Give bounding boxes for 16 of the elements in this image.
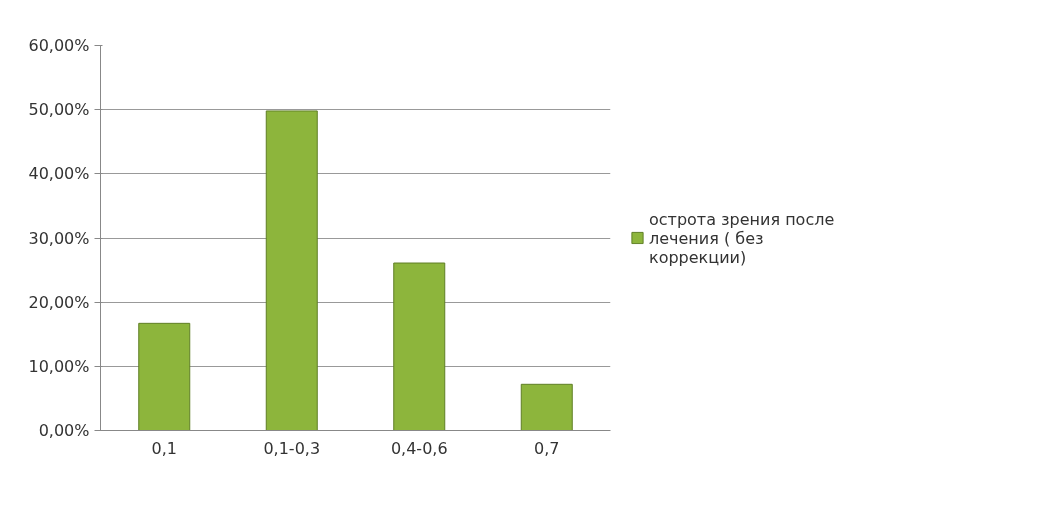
y-tick-label: 0,00%	[38, 421, 90, 440]
x-tick-label: 0,1	[151, 438, 177, 458]
x-tick-label: 0,1-0,3	[263, 438, 321, 458]
y-tick-label: 40,00%	[28, 164, 90, 184]
y-tick-label: 10,00%	[28, 356, 90, 376]
bar	[393, 262, 446, 431]
bar	[265, 110, 318, 431]
legend-label: острота зрения после лечения ( без коррекции)	[649, 209, 835, 266]
x-tick-label: 0,4-0,6	[390, 438, 448, 458]
y-tick-label: 30,00%	[28, 228, 90, 248]
x-tick-label: 0,7	[534, 438, 560, 458]
y-tick-label: 60,00%	[28, 36, 90, 55]
y-tick-label: 20,00%	[28, 292, 90, 312]
bar	[520, 383, 573, 431]
y-tick-label: 50,00%	[28, 100, 90, 120]
bar	[138, 322, 191, 431]
